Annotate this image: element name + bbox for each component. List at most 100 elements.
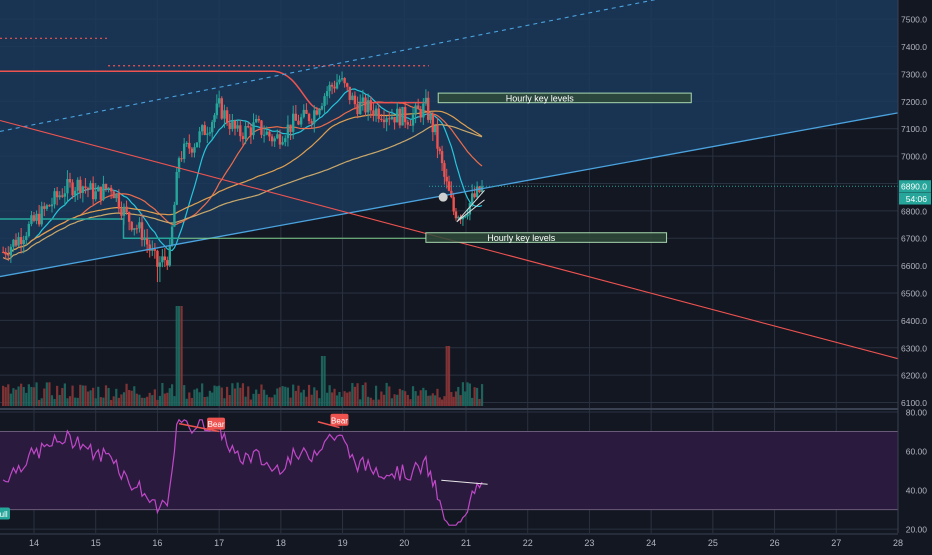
volume-bar: [228, 395, 231, 406]
volume-bar: [281, 386, 284, 406]
bear-label-box: [207, 417, 226, 430]
volume-bar: [328, 385, 331, 406]
candle-body: [297, 120, 300, 125]
volume-bar: [424, 390, 427, 406]
volume-bar: [471, 397, 474, 406]
candle-body: [151, 249, 154, 251]
drawing-layer[interactable]: Hourly key levels Hourly key levels: [0, 0, 899, 360]
candle-body: [348, 86, 351, 100]
volume-bar: [417, 395, 420, 406]
volume-bar: [447, 346, 451, 406]
candle-body: [43, 206, 46, 209]
candle-body: [361, 97, 365, 102]
candle-body: [403, 107, 407, 123]
candle-body: [454, 211, 458, 219]
candle-body: [14, 239, 18, 246]
candle-body: [25, 235, 28, 241]
volume-bar: [396, 394, 399, 406]
candle-body: [385, 118, 388, 123]
candle-body: [252, 122, 255, 136]
volume-bar: [310, 394, 313, 406]
candle-body: [12, 239, 15, 247]
volume-bar: [431, 393, 434, 406]
volume-bar: [20, 383, 23, 406]
volume-bar: [135, 393, 138, 406]
volume-bar: [89, 390, 92, 406]
volume-bar: [74, 397, 77, 406]
price-tick-label: 6600.0: [901, 261, 927, 271]
volume-bar: [213, 385, 216, 406]
candle-body: [127, 212, 131, 222]
volume-bar: [153, 389, 156, 406]
candle-body: [193, 147, 196, 153]
candle-body: [109, 187, 113, 192]
candle-body: [208, 132, 212, 134]
price-tick-label: 7400.0: [901, 42, 927, 52]
volume-bar: [406, 394, 409, 406]
candle-body: [369, 100, 372, 111]
volume-bar: [390, 398, 394, 406]
volume-bar: [125, 383, 128, 406]
candle-body: [32, 215, 36, 221]
volume-bar: [25, 392, 28, 406]
candle-body: [22, 240, 25, 245]
candle-body: [265, 131, 268, 135]
candle-body: [145, 238, 149, 245]
candle-body: [356, 104, 359, 115]
volume-bar: [429, 395, 432, 406]
volume-bar: [43, 388, 46, 406]
upper-dashed-trendline[interactable]: [0, 0, 694, 132]
volume-bar: [268, 397, 271, 406]
volume-bar: [170, 384, 174, 406]
candle-body: [1, 251, 5, 253]
volume-bar: [292, 384, 295, 406]
key-level-upper-label: Hourly key levels: [506, 93, 575, 103]
candle-body: [203, 125, 206, 135]
marker-dot[interactable]: [438, 192, 448, 202]
volume-bar: [343, 391, 346, 406]
key-level-lower-box[interactable]: [425, 232, 668, 243]
candle-body: [236, 125, 239, 129]
volume-bar: [190, 397, 193, 406]
rsi-layer: Bear Bear Bull: [0, 413, 898, 526]
volume-bar: [473, 387, 476, 406]
candle-body: [225, 110, 229, 123]
candle-body: [9, 246, 13, 256]
key-level-upper-box[interactable]: [437, 92, 692, 104]
time-tick-label: 21: [461, 538, 471, 548]
volume-bar: [148, 392, 151, 406]
candle-body: [447, 181, 451, 191]
volume-bar: [17, 386, 20, 406]
volume-bar: [133, 386, 136, 406]
volume-bar: [206, 396, 209, 406]
volume-bar: [97, 386, 100, 406]
volume-bar: [102, 397, 105, 406]
candle-body: [325, 91, 329, 97]
volume-bar: [198, 392, 201, 406]
time-tick-label: 16: [152, 538, 162, 548]
candle-body: [45, 205, 49, 209]
volume-bar: [372, 399, 375, 406]
rsi-band-fill: [0, 431, 898, 510]
candle-body: [353, 95, 357, 105]
countdown-badge: [899, 192, 931, 205]
volume-bar: [440, 399, 444, 406]
rising-trendline[interactable]: [0, 112, 899, 278]
candle-body: [63, 193, 67, 197]
candle-body: [61, 195, 64, 197]
channel-fill: [0, 0, 898, 277]
volume-bar: [302, 389, 305, 406]
time-tick-label: 28: [893, 538, 903, 548]
candle-body: [294, 113, 298, 121]
volume-bar: [419, 390, 422, 406]
volume-bar: [53, 398, 56, 406]
candle-body: [260, 120, 263, 135]
candle-body: [135, 228, 139, 230]
volume-bar: [476, 387, 479, 406]
candle-body: [257, 118, 261, 121]
candle-body: [461, 216, 465, 220]
volume-bar: [120, 394, 123, 406]
volume-bar: [364, 382, 367, 406]
